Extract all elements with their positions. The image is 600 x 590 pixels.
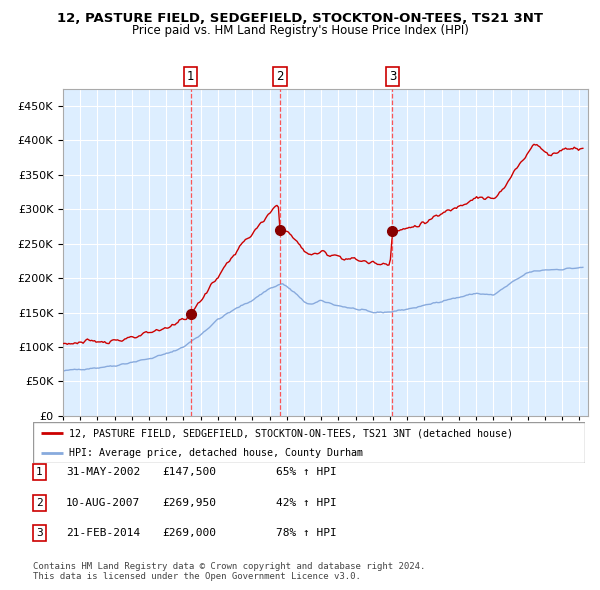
Text: HPI: Average price, detached house, County Durham: HPI: Average price, detached house, Coun… [69,448,363,458]
Text: 1: 1 [187,70,194,83]
Text: Contains HM Land Registry data © Crown copyright and database right 2024.
This d: Contains HM Land Registry data © Crown c… [33,562,425,581]
Text: 42% ↑ HPI: 42% ↑ HPI [276,498,337,507]
Text: 3: 3 [36,529,43,538]
Text: £147,500: £147,500 [162,467,216,477]
Text: 78% ↑ HPI: 78% ↑ HPI [276,529,337,538]
Text: 31-MAY-2002: 31-MAY-2002 [66,467,140,477]
Text: 10-AUG-2007: 10-AUG-2007 [66,498,140,507]
Text: 2: 2 [36,498,43,507]
Text: 1: 1 [36,467,43,477]
Text: 3: 3 [389,70,396,83]
Text: £269,950: £269,950 [162,498,216,507]
Text: 12, PASTURE FIELD, SEDGEFIELD, STOCKTON-ON-TEES, TS21 3NT (detached house): 12, PASTURE FIELD, SEDGEFIELD, STOCKTON-… [69,428,513,438]
Text: 21-FEB-2014: 21-FEB-2014 [66,529,140,538]
Text: 2: 2 [276,70,284,83]
Text: Price paid vs. HM Land Registry's House Price Index (HPI): Price paid vs. HM Land Registry's House … [131,24,469,37]
Text: 65% ↑ HPI: 65% ↑ HPI [276,467,337,477]
Text: £269,000: £269,000 [162,529,216,538]
Text: 12, PASTURE FIELD, SEDGEFIELD, STOCKTON-ON-TEES, TS21 3NT: 12, PASTURE FIELD, SEDGEFIELD, STOCKTON-… [57,12,543,25]
